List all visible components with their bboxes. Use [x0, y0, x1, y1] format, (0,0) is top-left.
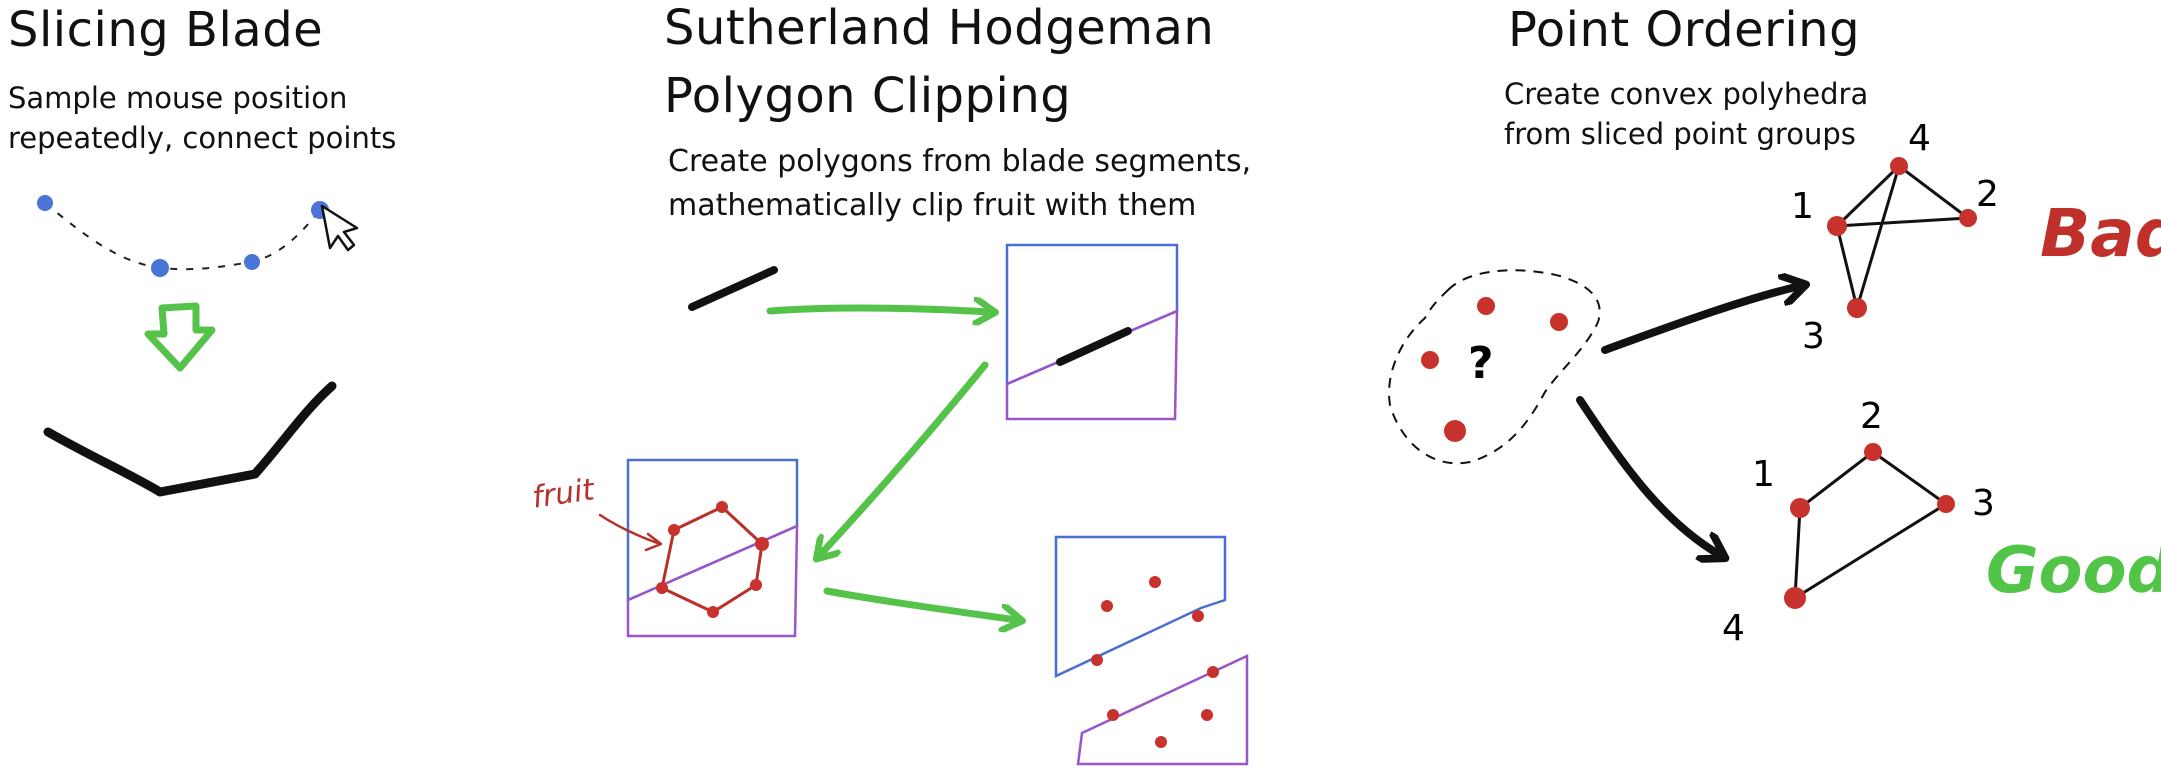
unordered-point [1421, 351, 1439, 369]
lower-clipped-piece [1076, 654, 1249, 766]
fruit-polygon [660, 505, 764, 614]
unordered-point [1477, 297, 1495, 315]
fruit-vertex [707, 606, 719, 618]
slicing-desc-line-1: Sample mouse position [8, 81, 348, 115]
fruit-vertex [656, 582, 668, 594]
clipped-point [1201, 709, 1213, 721]
good-point-1 [1790, 498, 1810, 518]
unordered-point [1444, 420, 1466, 442]
blade-segment [688, 266, 778, 311]
sample-point [37, 195, 53, 211]
good-label: Good [1986, 534, 2161, 608]
bad-point-4 [1890, 157, 1908, 175]
bad-number-4: 4 [1908, 118, 1931, 159]
fruit-clipping [626, 458, 799, 638]
slicing-blade-title: Slicing Blade [8, 2, 324, 58]
point-group: ? [1388, 269, 1601, 465]
good-number-1: 1 [1752, 454, 1775, 495]
fruit-label-arrowhead-icon [644, 532, 663, 552]
good-point-2 [1864, 443, 1882, 461]
fruit-label: fruit [530, 472, 597, 515]
fruit-label-arrow [598, 513, 662, 546]
clipping-desc-line-1: Create polygons from blade segments, [668, 144, 1252, 179]
clipped-point [1091, 654, 1103, 666]
ordering-desc-line-1: Create convex polyhedra [1504, 77, 1869, 111]
bad-number-3: 3 [1802, 316, 1825, 357]
good-ordering: 1 2 3 4 Good [1722, 396, 2161, 649]
clipped-point [1155, 736, 1167, 748]
blade-polygons [1005, 243, 1179, 421]
good-number-4: 4 [1722, 608, 1745, 649]
blue-clip-polygon [1005, 243, 1179, 386]
arrow-to-bad [1601, 286, 1800, 354]
fruit-vertex [755, 537, 769, 551]
good-number-2: 2 [1860, 396, 1883, 437]
clipped-point [1101, 600, 1113, 612]
bad-ordering: 1 2 3 4 Bad [1791, 118, 2161, 357]
fruit-vertex [750, 579, 762, 591]
bad-number-2: 2 [1976, 174, 1999, 215]
clipping-title-line-1: Sutherland Hodgeman [664, 0, 1215, 56]
upper-clipped-piece [1054, 535, 1227, 678]
unknown-order-mark: ? [1468, 338, 1494, 389]
clipped-point [1107, 709, 1119, 721]
point-ordering-description: Create convex polyhedra from sliced poin… [1504, 74, 1868, 154]
blade-segment-in-polygon [1056, 327, 1132, 366]
bad-point-3 [1847, 298, 1867, 318]
bad-point-1 [1827, 216, 1847, 236]
bad-number-1: 1 [1791, 186, 1814, 227]
clipped-result [1054, 535, 1249, 766]
down-arrow-icon [144, 302, 216, 372]
clipping-desc-line-2: mathematically clip fruit with them [668, 188, 1197, 223]
slicing-desc-line-2: repeatedly, connect points [8, 121, 397, 155]
arrow-fruit-to-result [823, 587, 1017, 620]
good-number-3: 3 [1972, 483, 1995, 524]
polygon-clipping-title: Sutherland Hodgeman Polygon Clipping [664, 0, 1214, 130]
good-point-4 [1784, 587, 1806, 609]
sampled-mouse-path [37, 195, 329, 277]
good-point-3 [1937, 495, 1955, 513]
bad-point-2 [1959, 209, 1977, 227]
purple-clip-polygon [626, 524, 799, 638]
clipped-point [1149, 576, 1161, 588]
slicing-blade-description: Sample mouse position repeatedly, connec… [8, 78, 396, 158]
arrow-polygon-to-fruit [820, 361, 989, 555]
clipping-title-line-2: Polygon Clipping [664, 68, 1072, 124]
arrow-to-good [1576, 396, 1720, 555]
fruit-vertex [716, 501, 728, 513]
purple-clip-polygon [1005, 309, 1179, 421]
blue-clip-polygon [626, 458, 799, 602]
point-ordering-title: Point Ordering [1508, 2, 1861, 58]
cursor-icon [320, 204, 359, 252]
unordered-point [1550, 313, 1568, 331]
blade-stroke [43, 381, 337, 497]
polygon-clipping-description: Create polygons from blade segments, mat… [668, 140, 1251, 228]
fruit-vertex [668, 524, 680, 536]
clipped-point [1192, 610, 1204, 622]
point-group-outline [1388, 269, 1601, 465]
arrow-segment-to-polygon [766, 308, 990, 312]
sample-point [151, 259, 169, 277]
ordering-desc-line-2: from sliced point groups [1504, 117, 1856, 151]
bad-label: Bad [2040, 195, 2161, 272]
clipped-point [1207, 666, 1219, 678]
sample-point [244, 254, 260, 270]
